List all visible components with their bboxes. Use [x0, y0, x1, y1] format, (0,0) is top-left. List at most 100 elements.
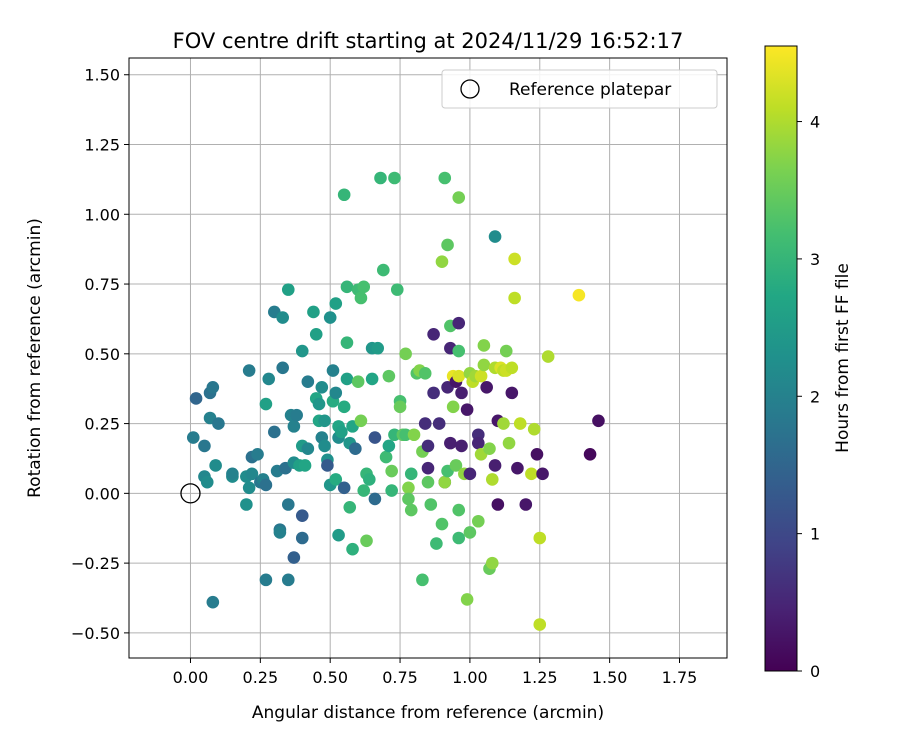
- data-point: [452, 503, 466, 517]
- data-point: [307, 305, 320, 319]
- data-point: [477, 339, 491, 352]
- data-point: [295, 344, 309, 358]
- data-point: [455, 439, 468, 453]
- data-point: [379, 450, 393, 464]
- data-point: [298, 459, 312, 472]
- data-point: [326, 364, 340, 377]
- data-point: [424, 498, 438, 511]
- data-point: [329, 297, 343, 310]
- data-point: [295, 531, 309, 545]
- y-tick-label: 0.25: [84, 415, 120, 434]
- data-point: [312, 397, 326, 411]
- data-point: [471, 436, 485, 450]
- colorbar-tick-label: 0: [810, 662, 820, 681]
- colorbar-tick-label: 3: [810, 250, 820, 269]
- data-point: [452, 191, 466, 204]
- data-point: [463, 467, 477, 481]
- data-point: [530, 447, 544, 461]
- data-point: [536, 467, 549, 481]
- x-tick-label: 1.00: [452, 668, 488, 687]
- data-point: [251, 447, 264, 461]
- data-point: [357, 484, 371, 497]
- data-point: [421, 475, 435, 489]
- data-point: [273, 526, 287, 539]
- data-point: [393, 400, 407, 414]
- data-point: [382, 369, 396, 383]
- data-point: [337, 400, 351, 414]
- data-point: [407, 428, 421, 442]
- data-point: [374, 171, 387, 185]
- scatter-points: [186, 171, 605, 631]
- data-point: [315, 381, 329, 394]
- data-point: [321, 459, 334, 472]
- data-point: [368, 431, 382, 444]
- x-tick-label: 1.50: [592, 668, 628, 687]
- legend: Reference platepar: [441, 69, 718, 109]
- x-tick-label: 0.50: [312, 668, 348, 687]
- data-point: [276, 361, 289, 375]
- data-point: [287, 420, 301, 433]
- data-point: [189, 392, 203, 405]
- chart-title: FOV centre drift starting at 2024/11/29 …: [173, 29, 684, 53]
- data-point: [421, 439, 435, 453]
- data-point: [435, 255, 449, 269]
- data-point: [402, 481, 415, 495]
- data-point: [287, 551, 301, 564]
- data-point: [385, 484, 398, 497]
- y-tick-label: −0.50: [71, 624, 120, 643]
- data-point: [477, 358, 491, 372]
- data-point: [371, 341, 385, 355]
- data-point: [259, 478, 273, 492]
- plot-frame: [128, 57, 728, 659]
- data-point: [485, 473, 499, 486]
- x-tick-label: 0.25: [243, 668, 279, 687]
- data-point: [388, 171, 401, 185]
- data-point: [541, 350, 555, 363]
- x-axis-ticks: 0.00 0.25 0.50 0.75 1.00 1.25 1.50 1.75: [173, 658, 698, 687]
- y-tick-label: 0.50: [84, 345, 120, 364]
- colorbar-tick-label: 1: [810, 525, 820, 544]
- data-point: [368, 492, 382, 506]
- data-point: [505, 361, 519, 375]
- data-point: [281, 498, 295, 511]
- data-point: [262, 372, 276, 386]
- data-point: [488, 230, 502, 243]
- data-point: [449, 459, 463, 472]
- data-point: [382, 439, 396, 453]
- x-tick-label: 1.75: [662, 668, 698, 687]
- data-point: [206, 381, 220, 394]
- data-point: [438, 171, 452, 185]
- data-point: [402, 492, 415, 506]
- data-point: [427, 327, 440, 341]
- legend-marker-icon: [460, 79, 480, 99]
- data-point: [471, 514, 485, 528]
- legend-label: Reference platepar: [509, 80, 671, 100]
- data-point: [363, 473, 376, 486]
- data-point: [421, 461, 435, 475]
- data-point: [533, 531, 547, 545]
- y-tick-label: 1.25: [84, 136, 120, 155]
- data-point: [438, 475, 452, 489]
- data-point: [488, 459, 502, 472]
- data-point: [390, 283, 404, 296]
- y-axis-label: Rotation from reference (arcmin): [25, 218, 45, 498]
- data-point: [483, 442, 496, 455]
- data-point: [281, 283, 295, 296]
- data-point: [499, 344, 513, 358]
- data-point: [446, 400, 460, 414]
- data-point: [206, 595, 220, 609]
- data-point: [508, 252, 521, 266]
- data-point: [527, 422, 541, 436]
- data-point: [583, 447, 597, 461]
- data-point: [340, 372, 354, 386]
- data-point: [432, 417, 446, 430]
- data-point: [200, 475, 214, 489]
- data-point: [525, 467, 538, 481]
- data-point: [290, 408, 303, 422]
- data-point: [198, 439, 211, 453]
- data-point: [281, 573, 295, 587]
- data-point: [354, 414, 368, 428]
- data-point: [226, 467, 239, 481]
- colorbar-tick-label: 4: [810, 113, 820, 132]
